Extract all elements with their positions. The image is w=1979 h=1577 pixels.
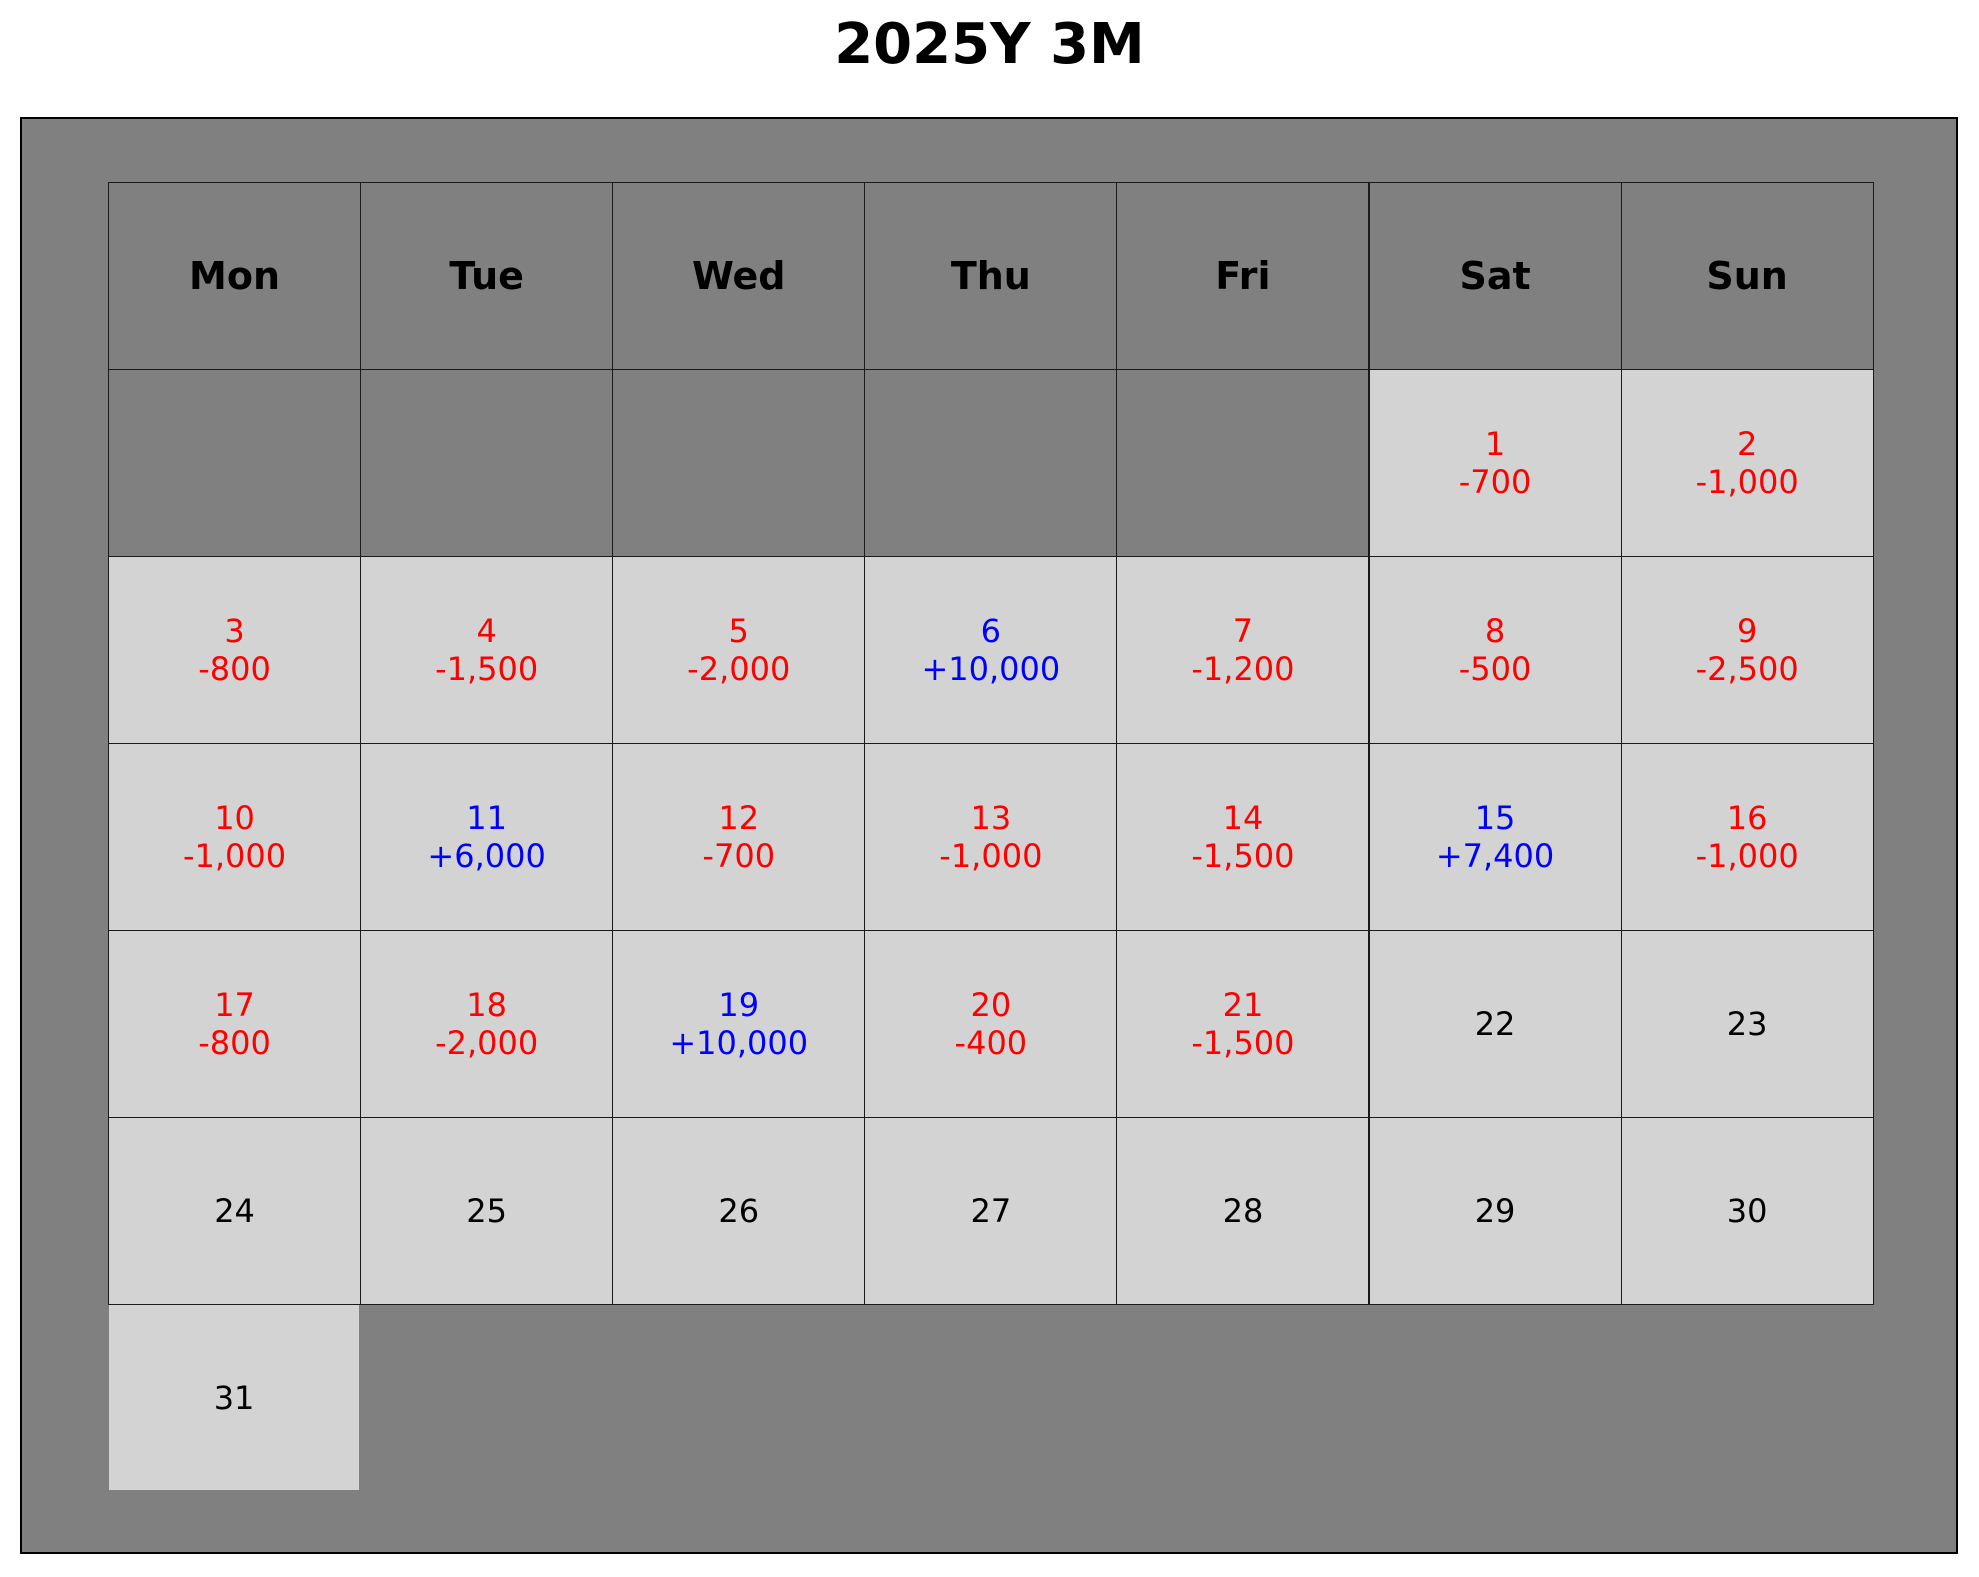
day-number: 28 (1222, 1192, 1264, 1230)
day-cell-8: 8 -500 (1368, 556, 1622, 744)
day-cell-1: 1 -700 (1368, 369, 1622, 557)
day-number: 23 (1726, 1005, 1768, 1043)
day-number: 1 (1484, 425, 1506, 463)
day-cell-22: 22 (1368, 930, 1622, 1118)
day-number: 31 (213, 1378, 255, 1417)
day-cell-24: 24 (108, 1117, 362, 1305)
day-cell-23: 23 (1620, 930, 1874, 1118)
day-number: 7 (1232, 612, 1254, 650)
day-cell-19: 19 +10,000 (612, 930, 866, 1118)
day-cell-31: 31 (109, 1305, 360, 1490)
day-cell-29: 29 (1368, 1117, 1622, 1305)
day-number: 29 (1474, 1192, 1516, 1230)
weekday-header-wed: Wed (612, 182, 866, 370)
empty-day-cell (864, 369, 1118, 557)
day-cell-25: 25 (360, 1117, 614, 1305)
day-number: 14 (1222, 799, 1264, 837)
day-number: 9 (1736, 612, 1758, 650)
day-cell-14: 14 -1,500 (1116, 743, 1370, 931)
day-cell-10: 10 -1,000 (108, 743, 362, 931)
empty-day-cell (1116, 369, 1370, 557)
day-cell-16: 16 -1,000 (1620, 743, 1874, 931)
day-amount: -1,500 (1191, 837, 1295, 875)
day-amount: -1,000 (1695, 837, 1799, 875)
day-amount: -2,000 (435, 1024, 539, 1062)
day-amount: -700 (702, 837, 776, 875)
day-amount: -800 (198, 1024, 271, 1062)
day-amount: +6,000 (427, 837, 546, 875)
day-cell-17: 17 -800 (108, 930, 362, 1118)
day-number: 21 (1222, 986, 1264, 1024)
empty-day-cell (108, 369, 362, 557)
day-number: 30 (1726, 1192, 1768, 1230)
day-number: 6 (980, 612, 1002, 650)
day-number: 15 (1474, 799, 1516, 837)
day-number: 24 (214, 1192, 255, 1230)
day-number: 25 (466, 1192, 507, 1230)
day-amount: -400 (954, 1024, 1028, 1062)
day-number: 10 (214, 799, 255, 837)
day-cell-4: 4 -1,500 (360, 556, 614, 744)
day-amount: -2,500 (1695, 650, 1799, 688)
day-number: 22 (1474, 1005, 1516, 1043)
day-amount: +10,000 (669, 1024, 809, 1062)
day-number: 26 (718, 1192, 760, 1230)
day-number: 3 (224, 612, 245, 650)
day-cell-28: 28 (1116, 1117, 1370, 1305)
day-amount: -2,000 (687, 650, 791, 688)
day-cell-3: 3 -800 (108, 556, 362, 744)
day-amount: -1,200 (1191, 650, 1295, 688)
day-number: 20 (970, 986, 1012, 1024)
day-number: 5 (728, 612, 749, 650)
weekday-header-mon: Mon (108, 182, 362, 370)
day-number: 13 (970, 799, 1012, 837)
day-number: 2 (1736, 425, 1758, 463)
day-cell-7: 7 -1,200 (1116, 556, 1370, 744)
day-amount: -1,500 (1191, 1024, 1295, 1062)
day-cell-12: 12 -700 (612, 743, 866, 931)
day-cell-20: 20 -400 (864, 930, 1118, 1118)
day-cell-11: 11 +6,000 (360, 743, 614, 931)
day-number: 16 (1726, 799, 1768, 837)
day-amount: -1,000 (939, 837, 1043, 875)
empty-day-cell (612, 369, 866, 557)
day-amount: -500 (1458, 650, 1532, 688)
day-amount: +7,400 (1435, 837, 1555, 875)
day-cell-9: 9 -2,500 (1620, 556, 1874, 744)
day-amount: -1,000 (1695, 463, 1799, 501)
day-number: 4 (476, 612, 497, 650)
day-cell-30: 30 (1620, 1117, 1874, 1305)
weekday-header-fri: Fri (1116, 182, 1370, 370)
day-cell-27: 27 (864, 1117, 1118, 1305)
day-number: 18 (466, 986, 507, 1024)
day-cell-15: 15 +7,400 (1368, 743, 1622, 931)
day-number: 17 (214, 986, 255, 1024)
day-cell-5: 5 -2,000 (612, 556, 866, 744)
weekday-header-sun: Sun (1620, 182, 1874, 370)
day-cell-21: 21 -1,500 (1116, 930, 1370, 1118)
weekday-header-thu: Thu (864, 182, 1118, 370)
day-amount: -1,500 (435, 650, 539, 688)
day-cell-26: 26 (612, 1117, 866, 1305)
day-number: 27 (970, 1192, 1012, 1230)
empty-day-cell (360, 369, 614, 557)
day-number: 11 (466, 799, 507, 837)
calendar-grid: Mon Tue Wed Thu Fri Sat Sun 1 -700 2 -1,000 3 -800 4-… (108, 182, 1874, 1492)
day-amount: +10,000 (921, 650, 1061, 688)
day-cell-2: 2 -1,000 (1620, 369, 1874, 557)
weekday-header-sat: Sat (1368, 182, 1622, 370)
day-cell-6: 6 +10,000 (864, 556, 1118, 744)
day-amount: -1,000 (182, 837, 287, 875)
day-amount: -700 (1458, 463, 1532, 501)
day-cell-13: 13 -1,000 (864, 743, 1118, 931)
day-number: 8 (1484, 612, 1506, 650)
day-number: 19 (718, 986, 760, 1024)
weekday-header-tue: Tue (360, 182, 614, 370)
chart-title: 2025Y 3M (834, 12, 1145, 77)
day-amount: -800 (198, 650, 271, 688)
day-cell-18: 18 -2,000 (360, 930, 614, 1118)
day-number: 12 (718, 799, 760, 837)
